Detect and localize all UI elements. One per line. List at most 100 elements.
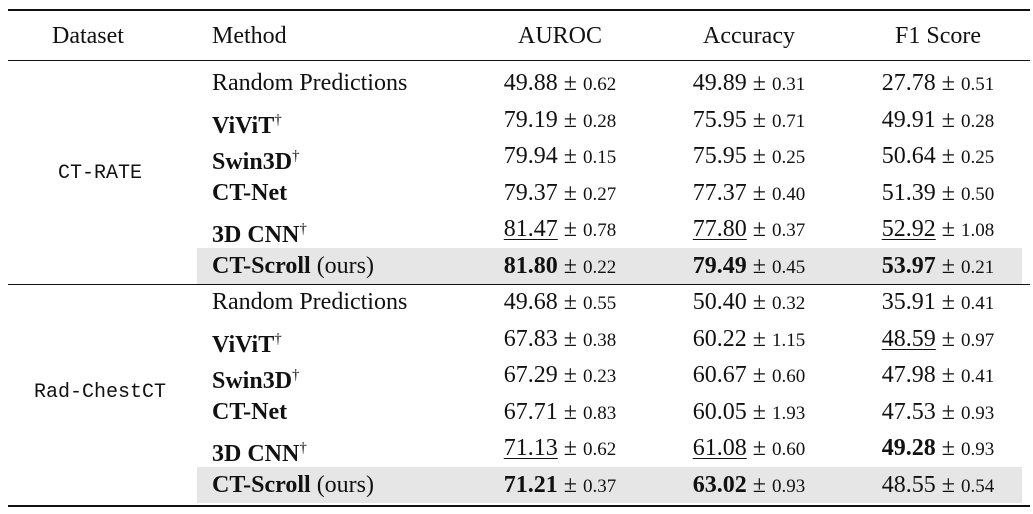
method-cell: Random Predictions xyxy=(212,287,407,317)
metric-sign: ± xyxy=(563,325,577,352)
method-cell: ViViT† xyxy=(212,324,282,360)
method-cell: CT-Scroll (ours) xyxy=(212,470,374,500)
metric-cell: 53.97 ± 0.21 xyxy=(843,251,1033,283)
metric-sign: ± xyxy=(563,70,577,96)
metric-sign: ± xyxy=(752,435,766,461)
metric-std: 0.25 xyxy=(960,147,995,168)
metric-std: 0.28 xyxy=(960,110,995,132)
metric-sign: ± xyxy=(563,216,577,242)
metric-mean: 75.95 xyxy=(692,143,747,169)
method-name: 3D CNN xyxy=(212,441,300,467)
row-highlight xyxy=(197,466,1022,503)
metric-std: 0.37 xyxy=(582,475,617,497)
metric-mean: 60.05 xyxy=(692,398,747,425)
metric-mean: 60.22 xyxy=(692,325,747,352)
metric-std: 0.41 xyxy=(960,293,995,314)
metric-mean: 75.95 xyxy=(692,106,747,133)
method-name: Swin3D xyxy=(212,149,293,175)
metric-sign: ± xyxy=(941,143,955,169)
metric-cell: 49.89 ± 0.31 xyxy=(654,68,844,100)
metric-sign: ± xyxy=(752,106,766,133)
method-cell: Random Predictions xyxy=(212,68,407,98)
method-name: Random Predictions xyxy=(212,289,408,315)
header-metric: Accuracy xyxy=(703,23,795,49)
metric-cell: 48.59 ± 0.97 xyxy=(843,324,1033,356)
metric-sign: ± xyxy=(941,179,955,206)
method-name: CT-Net xyxy=(212,398,288,425)
metric-mean: 49.91 xyxy=(881,106,936,133)
method-mark: † xyxy=(292,367,300,383)
metric-cell: 71.13 ± 0.62 xyxy=(465,433,655,465)
dataset-label: CT-RATE xyxy=(57,162,142,186)
metric-mean: 47.98 xyxy=(881,362,936,388)
dataset-label: Rad-ChestCT xyxy=(33,381,167,405)
metric-cell: 51.39 ± 0.50 xyxy=(843,178,1033,210)
metric-sign: ± xyxy=(941,362,955,388)
bottom-rule xyxy=(8,505,1030,507)
metric-mean: 53.97 xyxy=(881,252,936,279)
metric-cell: 60.05 ± 1.93 xyxy=(654,397,844,429)
metric-cell: 71.21 ± 0.37 xyxy=(465,470,655,502)
metric-sign: ± xyxy=(752,179,766,206)
method-name: Swin3D xyxy=(212,368,293,394)
header-metric: AUROC xyxy=(517,23,602,49)
metric-std: 0.55 xyxy=(582,293,617,314)
metric-mean: 47.53 xyxy=(881,398,936,425)
metric-std: 0.51 xyxy=(960,74,995,95)
metric-mean: 52.92 xyxy=(881,216,936,242)
metric-std: 0.41 xyxy=(960,366,995,387)
metric-std: 0.37 xyxy=(771,220,806,241)
metric-sign: ± xyxy=(941,252,955,279)
metric-cell: 48.55 ± 0.54 xyxy=(843,470,1033,502)
metric-mean: 81.80 xyxy=(503,252,558,279)
metric-cell: 79.49 ± 0.45 xyxy=(654,251,844,283)
metric-std: 1.15 xyxy=(771,329,806,351)
metric-mean: 50.64 xyxy=(881,143,936,169)
metric-mean: 81.47 xyxy=(503,216,558,242)
method-name: Random Predictions xyxy=(212,70,408,96)
metric-cell: 81.47 ± 0.78 xyxy=(465,214,655,246)
metric-cell: 47.98 ± 0.41 xyxy=(843,360,1033,392)
metric-sign: ± xyxy=(941,216,955,242)
metric-sign: ± xyxy=(941,106,955,133)
metric-cell: 60.22 ± 1.15 xyxy=(654,324,844,356)
metric-std: 0.97 xyxy=(960,329,995,351)
metric-cell: 79.94 ± 0.15 xyxy=(465,141,655,173)
metric-sign: ± xyxy=(563,362,577,388)
metric-cell: 49.68 ± 0.55 xyxy=(465,287,655,319)
metric-cell: 35.91 ± 0.41 xyxy=(843,287,1033,319)
metric-mean: 67.71 xyxy=(503,398,558,425)
method-mark: † xyxy=(299,440,307,456)
metric-sign: ± xyxy=(563,471,577,498)
header-rule xyxy=(8,60,1030,61)
metric-sign: ± xyxy=(563,398,577,425)
metric-sign: ± xyxy=(941,325,955,352)
metric-std: 0.93 xyxy=(960,402,995,424)
metric-cell: 81.80 ± 0.22 xyxy=(465,251,655,283)
metric-std: 0.45 xyxy=(771,256,806,278)
method-name: CT-Scroll xyxy=(212,471,311,498)
method-name: 3D CNN xyxy=(212,222,300,248)
method-name: ViViT xyxy=(212,112,275,139)
method-cell: CT-Scroll (ours) xyxy=(212,251,374,281)
metric-std: 0.54 xyxy=(960,475,995,497)
metric-std: 0.62 xyxy=(582,74,617,95)
metric-cell: 49.88 ± 0.62 xyxy=(465,68,655,100)
method-mark: † xyxy=(274,330,282,347)
metric-std: 0.28 xyxy=(582,110,617,132)
metric-std: 0.78 xyxy=(582,220,617,241)
metric-cell: 52.92 ± 1.08 xyxy=(843,214,1033,246)
metric-std: 0.60 xyxy=(771,439,806,460)
metric-mean: 60.67 xyxy=(692,362,747,388)
metric-cell: 63.02 ± 0.93 xyxy=(654,470,844,502)
metric-cell: 77.37 ± 0.40 xyxy=(654,178,844,210)
metric-mean: 63.02 xyxy=(692,471,747,498)
group-rule xyxy=(8,284,1030,285)
metric-std: 0.93 xyxy=(960,439,995,460)
metric-mean: 49.88 xyxy=(503,70,558,96)
metric-sign: ± xyxy=(752,362,766,388)
metric-mean: 49.28 xyxy=(881,435,936,461)
metric-mean: 50.40 xyxy=(692,289,747,315)
metric-std: 0.71 xyxy=(771,110,806,132)
metric-mean: 49.68 xyxy=(503,289,558,315)
